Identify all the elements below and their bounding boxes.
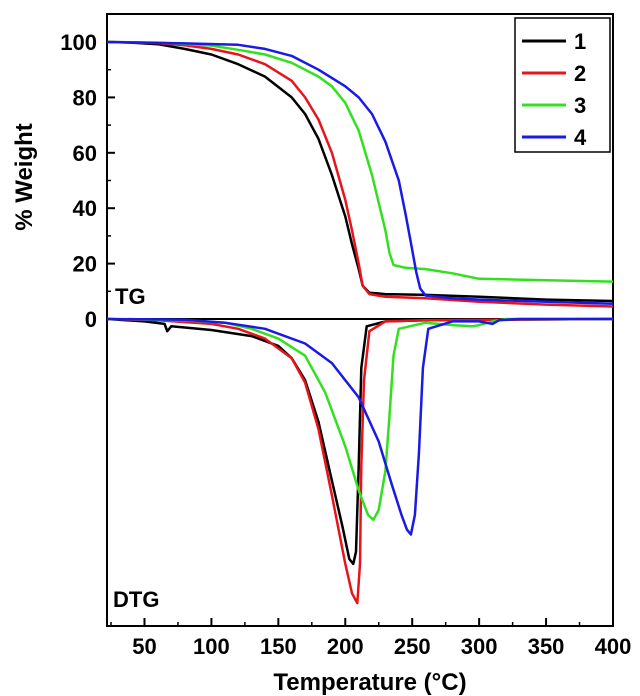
x-tick-label: 50 [132,634,156,659]
legend-box [514,17,611,153]
tg-line-4 [106,40,614,306]
x-tick-label: 100 [193,634,230,659]
dtg-line-2 [106,317,614,605]
x-axis-title: Temperature (°C) [273,669,466,696]
legend-label-3: 3 [574,93,586,118]
dtg-line-1 [106,317,614,566]
y-tick-label: 20 [73,252,97,277]
y-tick-label: 0 [85,307,97,332]
x-axis-ticks: 50 100 150 200 250 300 350 400 [110,618,632,659]
dtg-line-4 [106,317,613,536]
legend-label-2: 2 [574,61,586,86]
legend-label-1: 1 [574,29,586,54]
panel-label-dtg: DTG [113,587,159,612]
tg-line-3 [106,40,614,283]
tg-line-2 [106,40,614,308]
panel-label-tg: TG [115,284,146,309]
y-tick-label: 60 [73,141,97,166]
y-tick-label: 80 [73,85,97,110]
dtg-line-3 [106,317,613,522]
legend-label-4: 4 [574,125,587,150]
dtg-series-lines [106,317,614,605]
y-axis-title: % Weight [11,123,38,231]
y-tick-label: 40 [73,196,97,221]
x-tick-label: 250 [394,634,431,659]
y-tick-label: 100 [60,30,97,55]
x-tick-label: 150 [260,634,297,659]
x-tick-label: 200 [327,634,364,659]
x-tick-label: 300 [461,634,498,659]
x-tick-label: 350 [528,634,565,659]
tg-line-1 [106,40,614,303]
legend: 1 2 3 4 [514,17,611,153]
tg-series-lines [106,40,614,308]
x-tick-label: 400 [595,634,632,659]
